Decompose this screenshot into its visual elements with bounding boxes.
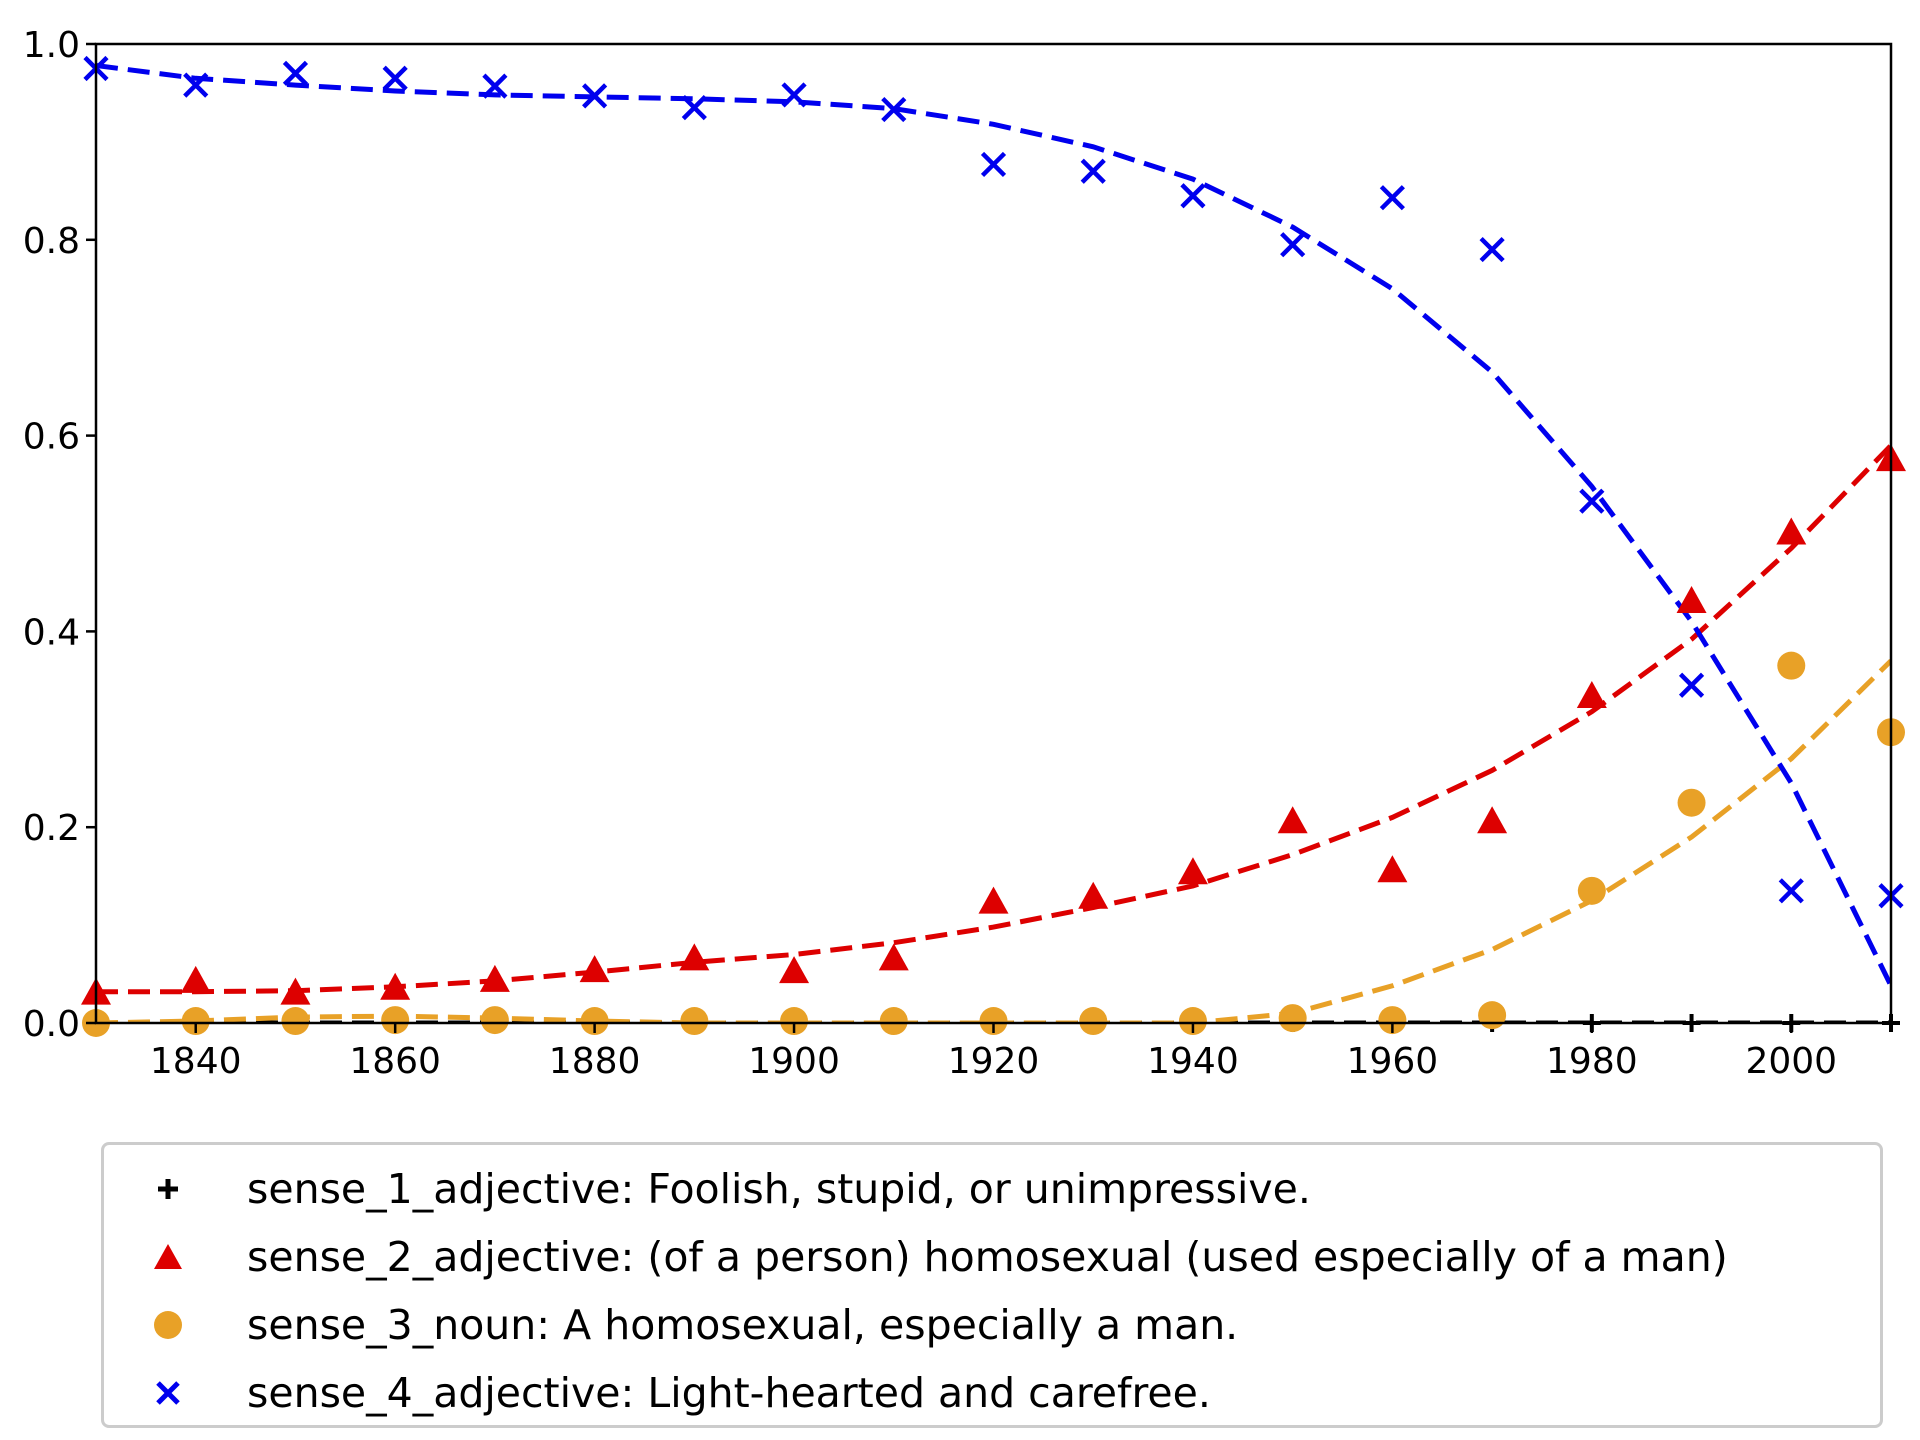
data-point-series-3	[1577, 876, 1606, 905]
y-tick-label: 0.8	[23, 221, 80, 262]
legend-label-sense-4: sense_4_adjective: Light-hearted and car…	[247, 1369, 1211, 1417]
legend-label-sense-2: sense_2_adjective: (of a person) homosex…	[247, 1233, 1728, 1281]
data-point-series-2	[1576, 680, 1607, 708]
data-point-series-4	[183, 72, 209, 98]
data-point-series-3	[1478, 1001, 1507, 1030]
data-point-series-4	[1379, 185, 1405, 211]
x-tick-label: 1920	[948, 1041, 1040, 1082]
data-point-series-4	[1678, 672, 1705, 698]
x-tick-label: 1980	[1546, 1041, 1638, 1082]
x-tick-label: 1840	[150, 1041, 242, 1082]
data-point-series-2	[1078, 881, 1109, 909]
data-point-series-3	[879, 1007, 908, 1036]
data-point-series-2	[579, 955, 610, 983]
data-point-series-3	[1178, 1007, 1207, 1036]
x-tick-label: 1880	[549, 1041, 641, 1082]
y-tick-label: 0.2	[23, 808, 80, 849]
legend: sense_1_adjective: Foolish, stupid, or u…	[101, 1142, 1883, 1428]
data-point-series-2	[280, 977, 311, 1005]
data-markers	[81, 55, 1906, 1037]
y-tick-label: 0.6	[23, 417, 80, 458]
data-point-series-4	[582, 83, 608, 109]
legend-label-sense-1: sense_1_adjective: Foolish, stupid, or u…	[247, 1165, 1311, 1213]
x-marker-icon	[156, 1381, 180, 1405]
data-point-series-2	[380, 972, 411, 1000]
data-point-series-4	[1479, 236, 1505, 263]
data-point-series-4	[1180, 183, 1206, 209]
data-point-series-3	[480, 1006, 509, 1035]
data-point-series-4	[482, 73, 508, 99]
y-tick-label: 0.0	[23, 1004, 80, 1045]
trend-line-series-3	[96, 659, 1891, 1023]
x-tick-label: 2000	[1745, 1041, 1837, 1082]
data-point-series-2	[1676, 586, 1707, 614]
data-point-series-3	[181, 1007, 210, 1036]
x-axis-ticks: 1840 1860 1880 1900 1920 1940 1960 1980 2000	[150, 1023, 1837, 1082]
trend-line-series-4	[96, 63, 1891, 987]
data-point-series-4	[1579, 488, 1605, 514]
data-point-series-3	[1278, 1004, 1307, 1033]
x-tick-label: 1960	[1347, 1041, 1439, 1082]
data-point-series-4	[781, 82, 807, 108]
data-point-series-2	[878, 943, 909, 971]
data-point-series-4	[1280, 232, 1306, 258]
data-point-series-2	[1776, 517, 1807, 545]
data-point-series-4	[282, 60, 309, 86]
data-point-series-3	[1677, 788, 1706, 817]
data-point-series-4	[980, 151, 1007, 178]
data-point-series-3	[381, 1006, 410, 1035]
plus-marker-icon	[158, 1179, 178, 1199]
circle-marker-icon	[154, 1311, 182, 1339]
legend-label-sense-3: sense_3_noun: A homosexual, especially a…	[247, 1301, 1239, 1349]
data-point-series-3	[281, 1007, 310, 1036]
y-axis-ticks: 0.0 0.2 0.4 0.6 0.8 1.0	[23, 25, 96, 1045]
data-point-series-3	[680, 1007, 709, 1036]
x-tick-label: 1900	[748, 1041, 840, 1082]
data-point-series-2	[1477, 806, 1508, 834]
data-point-series-3	[979, 1007, 1008, 1036]
data-point-series-2	[978, 886, 1009, 914]
data-point-series-2	[1277, 806, 1308, 834]
data-point-series-3	[1079, 1007, 1108, 1036]
data-point-series-2	[779, 956, 810, 984]
x-tick-label: 1860	[349, 1041, 441, 1082]
data-point-series-4	[1080, 158, 1106, 184]
data-point-series-3	[1777, 651, 1806, 680]
x-tick-label: 1940	[1147, 1041, 1239, 1082]
data-point-series-2	[180, 965, 211, 993]
data-point-series-4	[382, 65, 408, 91]
data-point-series-4	[881, 97, 907, 123]
axes-frame	[94, 42, 1893, 1025]
data-point-series-3	[1378, 1006, 1407, 1035]
data-point-series-4	[1778, 878, 1804, 904]
triangle-marker-icon	[154, 1244, 182, 1269]
data-point-series-2	[679, 943, 710, 971]
data-point-series-2	[1377, 855, 1408, 883]
y-tick-label: 1.0	[23, 25, 80, 66]
data-point-series-2	[479, 964, 510, 992]
y-tick-label: 0.4	[23, 612, 80, 653]
data-point-series-3	[580, 1007, 609, 1036]
trend-lines	[96, 63, 1891, 1023]
data-point-series-4	[681, 95, 707, 121]
chart: 1840 1860 1880 1900 1920 1940 1960 1980 2000 0.0…	[23, 25, 1906, 1082]
data-point-series-3	[780, 1007, 809, 1036]
data-point-series-2	[1177, 857, 1208, 885]
